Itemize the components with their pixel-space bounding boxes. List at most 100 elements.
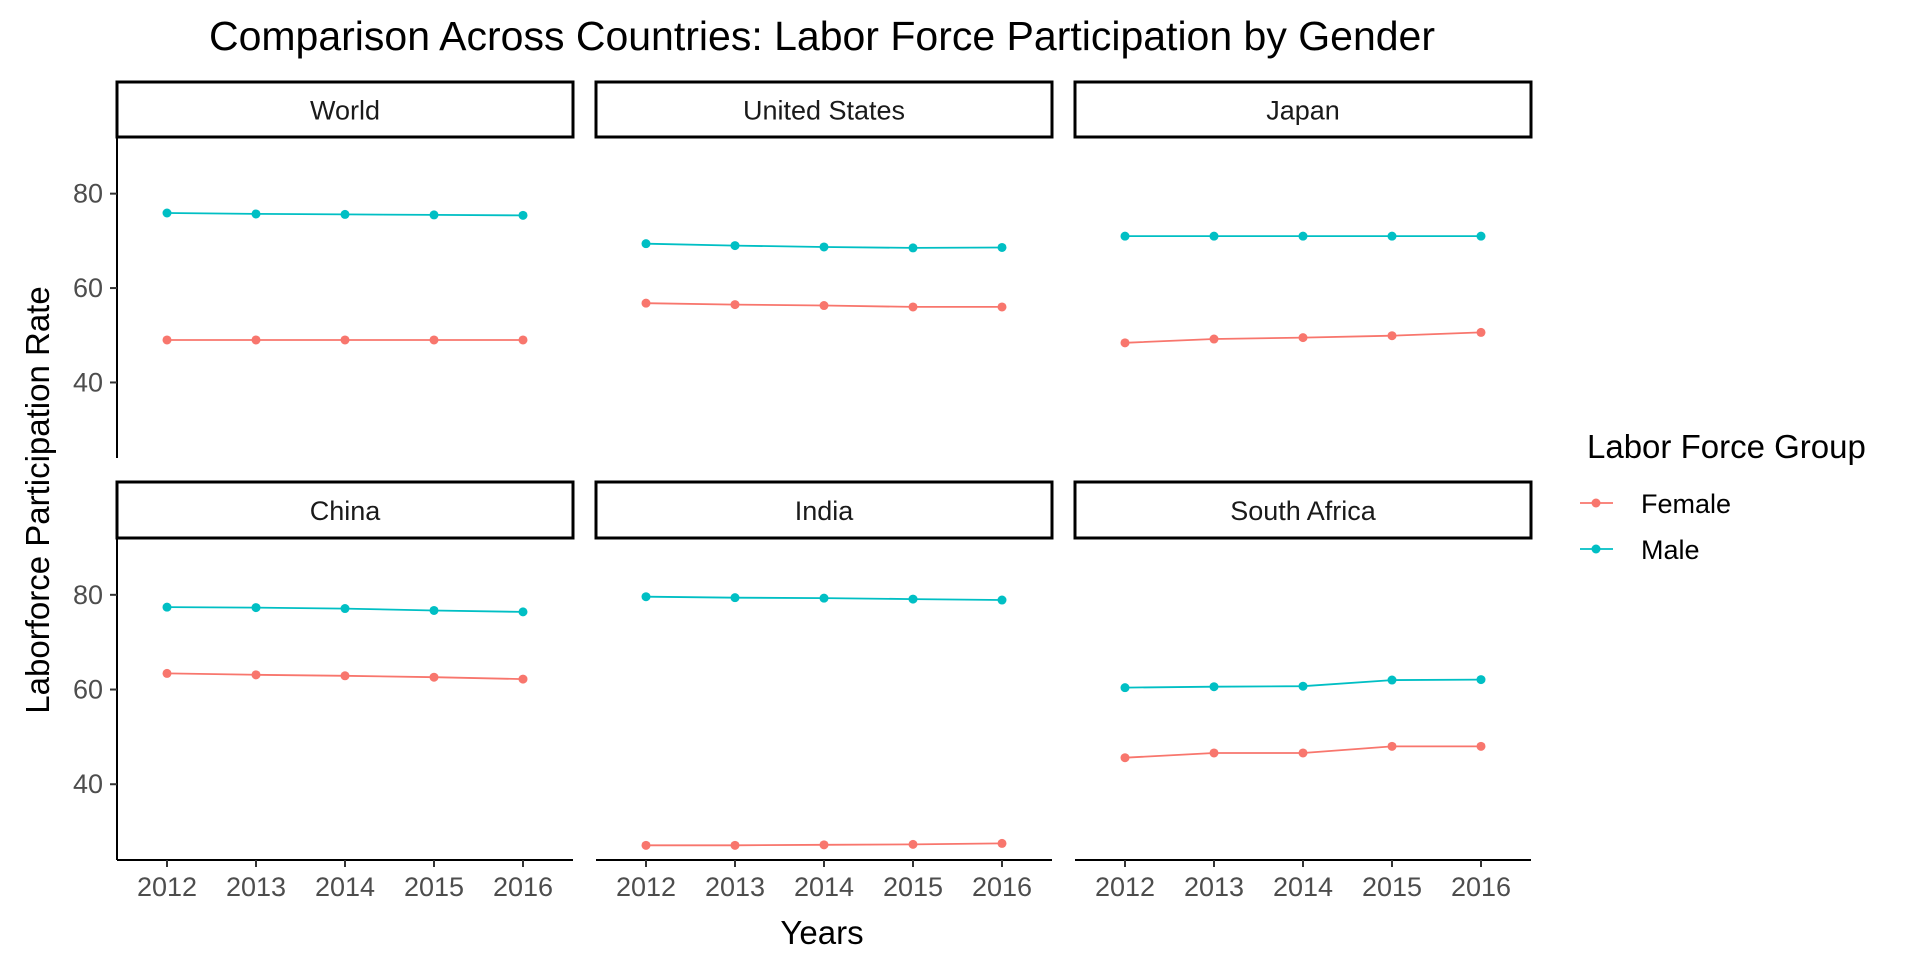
y-axis-title: Laborforce Participation Rate xyxy=(19,286,56,713)
data-point-female xyxy=(1298,333,1308,343)
data-point-male xyxy=(819,242,829,252)
data-point-male xyxy=(518,210,528,220)
x-tick-label: 2015 xyxy=(1362,872,1422,902)
y-tick-label: 80 xyxy=(73,179,103,209)
data-point-female xyxy=(819,301,829,311)
y-tick-label: 40 xyxy=(73,367,103,397)
data-point-male xyxy=(162,208,172,218)
data-point-female xyxy=(1476,741,1486,751)
facet-panel-united-states: United States xyxy=(594,80,1054,312)
data-point-male xyxy=(641,239,651,249)
facet-strip-south-africa xyxy=(1073,480,1533,540)
x-tick-label: 2014 xyxy=(1273,872,1333,902)
legend-key-point-male xyxy=(1591,544,1601,554)
x-tick-label: 2014 xyxy=(315,872,375,902)
data-point-male xyxy=(1387,675,1397,685)
data-point-male xyxy=(908,594,918,604)
data-point-female xyxy=(1298,748,1308,758)
facet-strip-label: China xyxy=(310,496,382,526)
x-tick-label: 2016 xyxy=(1451,872,1511,902)
data-point-male xyxy=(429,605,439,615)
data-point-male xyxy=(1120,683,1130,693)
data-point-female xyxy=(730,840,740,850)
legend-key-point-female xyxy=(1591,498,1601,508)
data-point-female xyxy=(1209,334,1219,344)
data-point-female xyxy=(429,672,439,682)
data-point-male xyxy=(251,603,261,613)
data-point-male xyxy=(429,210,439,220)
facet-strip-label: South Africa xyxy=(1230,496,1377,526)
legend-items: Female Male xyxy=(1580,489,1731,565)
data-point-male xyxy=(819,593,829,603)
data-point-female xyxy=(997,302,1007,312)
data-point-male xyxy=(730,241,740,251)
facet-panel-south-africa: South Africa 2012 2013 2014 2015 2016 xyxy=(1073,480,1533,902)
data-point-male xyxy=(251,209,261,219)
facet-strip-japan xyxy=(1073,80,1533,139)
chart-title: Comparison Across Countries: Labor Force… xyxy=(209,13,1435,59)
data-point-male xyxy=(162,602,172,612)
y-tick-label: 80 xyxy=(73,580,103,610)
x-tick-label: 2013 xyxy=(1184,872,1244,902)
data-point-male xyxy=(518,607,528,617)
x-tick-label: 2016 xyxy=(493,872,553,902)
x-axis-title: Years xyxy=(780,914,863,951)
x-tick-label: 2016 xyxy=(972,872,1032,902)
data-point-female xyxy=(819,840,829,850)
data-point-male xyxy=(1476,675,1486,685)
data-point-male xyxy=(1476,231,1486,241)
facet-strip-label: India xyxy=(795,496,855,526)
data-point-female xyxy=(908,302,918,312)
facet-strip-china xyxy=(115,480,575,540)
facet-strip-india xyxy=(594,480,1054,540)
data-point-male xyxy=(997,595,1007,605)
y-tick-label: 40 xyxy=(73,769,103,799)
data-point-female xyxy=(340,671,350,681)
data-point-female xyxy=(251,670,261,680)
data-point-male xyxy=(1387,231,1397,241)
legend-label-male: Male xyxy=(1641,535,1700,565)
facet-panel-japan: Japan xyxy=(1073,80,1533,348)
data-point-female xyxy=(1209,748,1219,758)
x-tick-label: 2014 xyxy=(794,872,854,902)
data-point-female xyxy=(518,335,528,345)
data-point-male xyxy=(340,209,350,219)
data-point-female xyxy=(162,335,172,345)
data-point-male xyxy=(1209,231,1219,241)
data-point-male xyxy=(1298,681,1308,691)
x-tick-label: 2012 xyxy=(616,872,676,902)
data-point-male xyxy=(908,243,918,253)
data-point-female xyxy=(518,674,528,684)
data-point-female xyxy=(1476,327,1486,337)
data-point-female xyxy=(908,839,918,849)
x-tick-label: 2013 xyxy=(226,872,286,902)
facet-panel-china: China 40 60 80 2012 2013 2014 2015 2016 xyxy=(73,480,575,902)
data-point-female xyxy=(1120,753,1130,763)
data-point-female xyxy=(429,335,439,345)
data-point-male xyxy=(1209,682,1219,692)
x-tick-label: 2012 xyxy=(1095,872,1155,902)
data-point-female xyxy=(641,298,651,308)
data-point-female xyxy=(340,335,350,345)
facet-panel-world: World 40 60 80 xyxy=(73,80,575,458)
data-point-male xyxy=(1298,231,1308,241)
data-point-male xyxy=(997,242,1007,252)
y-tick-label: 60 xyxy=(73,675,103,705)
legend-label-female: Female xyxy=(1641,489,1731,519)
data-point-male xyxy=(641,592,651,602)
data-point-female xyxy=(997,838,1007,848)
legend-title: Labor Force Group xyxy=(1587,428,1866,465)
facet-panels: World 40 60 80 United States Japan China 40 60 80… xyxy=(73,80,1533,902)
facet-strip-world xyxy=(115,80,575,139)
data-point-female xyxy=(1387,331,1397,341)
y-tick-label: 60 xyxy=(73,273,103,303)
data-point-male xyxy=(730,593,740,603)
data-point-male xyxy=(1120,231,1130,241)
x-tick-label: 2013 xyxy=(705,872,765,902)
data-point-female xyxy=(162,668,172,678)
data-point-male xyxy=(340,604,350,614)
x-tick-label: 2012 xyxy=(137,872,197,902)
legend: Labor Force Group Female Male xyxy=(1580,428,1866,565)
facet-panel-india: India 2012 2013 2014 2015 2016 xyxy=(594,480,1054,902)
